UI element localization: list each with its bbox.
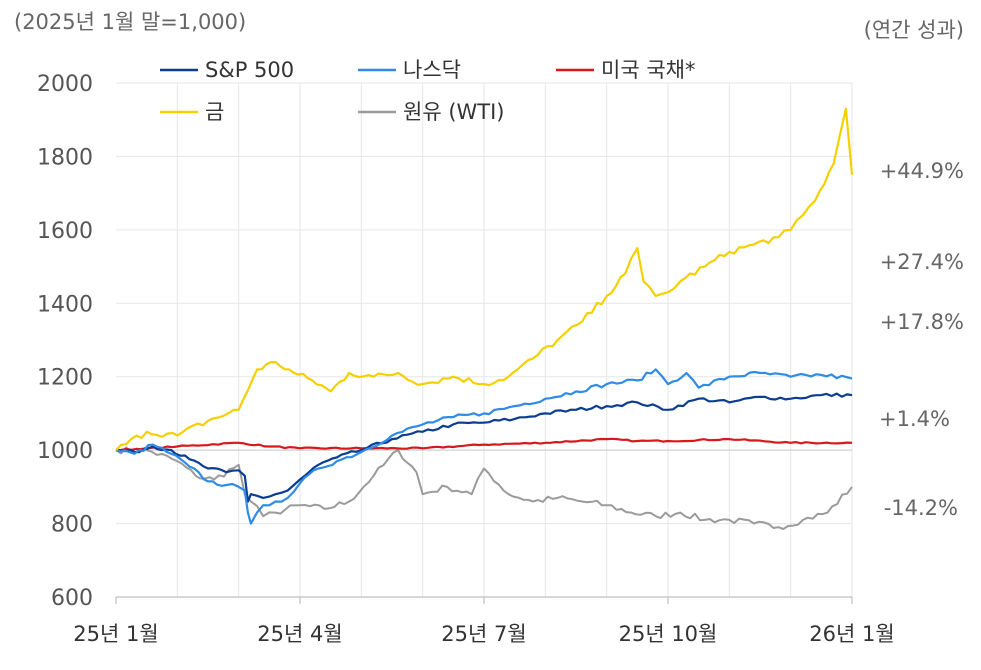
series-line-gold — [115, 107, 854, 451]
y-tick-label: 1800 — [37, 145, 93, 170]
y-tick-label: 800 — [51, 513, 93, 538]
series-line-nasdaq — [115, 368, 853, 525]
x-tick-label: 26년 1월 — [809, 622, 894, 646]
x-tick-label: 25년 10월 — [619, 622, 718, 646]
perf-oil: -14.2% — [884, 496, 958, 520]
y-tick-label: 1400 — [37, 292, 93, 317]
series-line-oil — [115, 446, 853, 530]
legend-label-oil: 원유 (WTI) — [403, 100, 505, 124]
series-line-treasury — [115, 437, 853, 452]
legend-label-gold: 금 — [205, 100, 224, 124]
y-tick-label: 1000 — [37, 439, 93, 464]
series-line-sp500 — [115, 392, 853, 503]
legend-label-treasury: 미국 국채* — [601, 58, 695, 82]
legend-label-sp500: S&P 500 — [205, 58, 294, 82]
y-tick-label: 2000 — [37, 72, 93, 97]
legend: S&P 500 나스닥 미국 국채* 금 원유 (WTI) — [160, 58, 695, 124]
perf-gold: +44.9% — [880, 159, 964, 183]
x-tick-label: 25년 1월 — [73, 622, 158, 646]
perf-nasdaq: +27.4% — [880, 250, 964, 274]
chart-title-right: (연간 성과) — [864, 18, 964, 42]
y-tick-label: 600 — [51, 586, 93, 611]
y-axis-ticks: 2000 1800 1600 1400 1200 1000 800 600 — [37, 72, 93, 611]
x-tick-label: 25년 7월 — [441, 622, 526, 646]
x-tick-label: 25년 4월 — [257, 622, 342, 646]
series-lines — [115, 107, 854, 530]
y-tick-label: 1600 — [37, 219, 93, 244]
performance-annotations: +44.9% +27.4% +17.8% +1.4% -14.2% — [879, 159, 964, 520]
perf-treasury: +1.4% — [879, 407, 950, 431]
y-tick-label: 1200 — [37, 366, 93, 391]
x-axis: 25년 1월 25년 4월 25년 7월 25년 10월 26년 1월 — [73, 596, 895, 646]
perf-sp500: +17.8% — [880, 310, 964, 334]
legend-label-nasdaq: 나스닥 — [403, 58, 461, 82]
chart-title-left: (2025년 1월 말=1,000) — [14, 10, 246, 34]
